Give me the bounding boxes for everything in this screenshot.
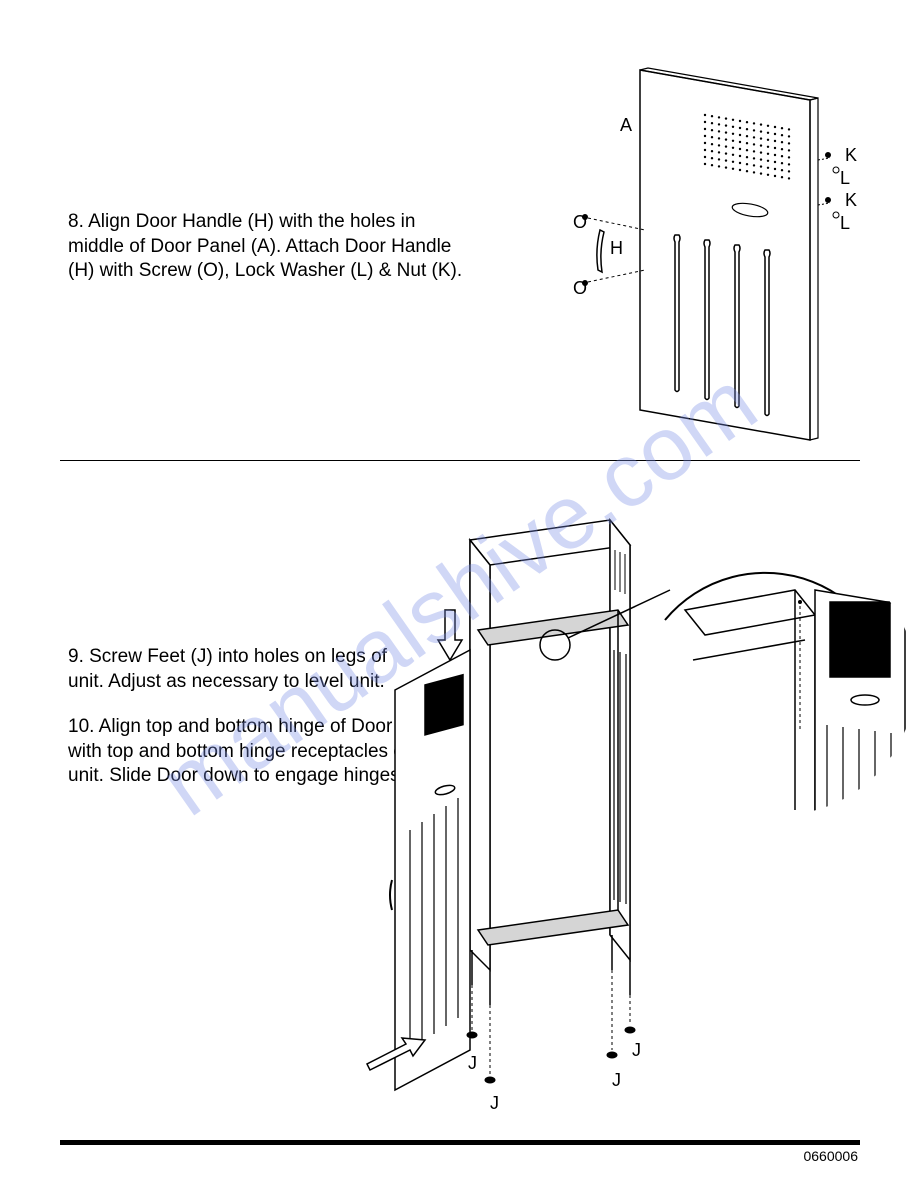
label-O1: O xyxy=(573,212,587,233)
document-number: 0660006 xyxy=(803,1148,858,1164)
label-L1: L xyxy=(840,168,850,189)
label-J4: J xyxy=(632,1040,641,1061)
step-8-text: 8. Align Door Handle (H) with the holes … xyxy=(68,210,468,284)
label-H: H xyxy=(610,238,623,259)
bottom-divider xyxy=(60,1140,860,1145)
label-K2: K xyxy=(845,190,857,211)
label-K1: K xyxy=(845,145,857,166)
label-A: A xyxy=(620,115,632,136)
label-J1: J xyxy=(468,1053,477,1074)
section-steps-9-10: 9. Screw Feet (J) into holes on legs of … xyxy=(0,480,918,1140)
locker-unit-diagram xyxy=(350,490,910,1140)
section-divider xyxy=(60,460,860,461)
label-J3: J xyxy=(612,1070,621,1091)
section-step-8: 8. Align Door Handle (H) with the holes … xyxy=(0,60,918,460)
label-L2: L xyxy=(840,213,850,234)
label-J2: J xyxy=(490,1093,499,1114)
door-panel-diagram xyxy=(540,60,860,460)
label-O2: O xyxy=(573,278,587,299)
